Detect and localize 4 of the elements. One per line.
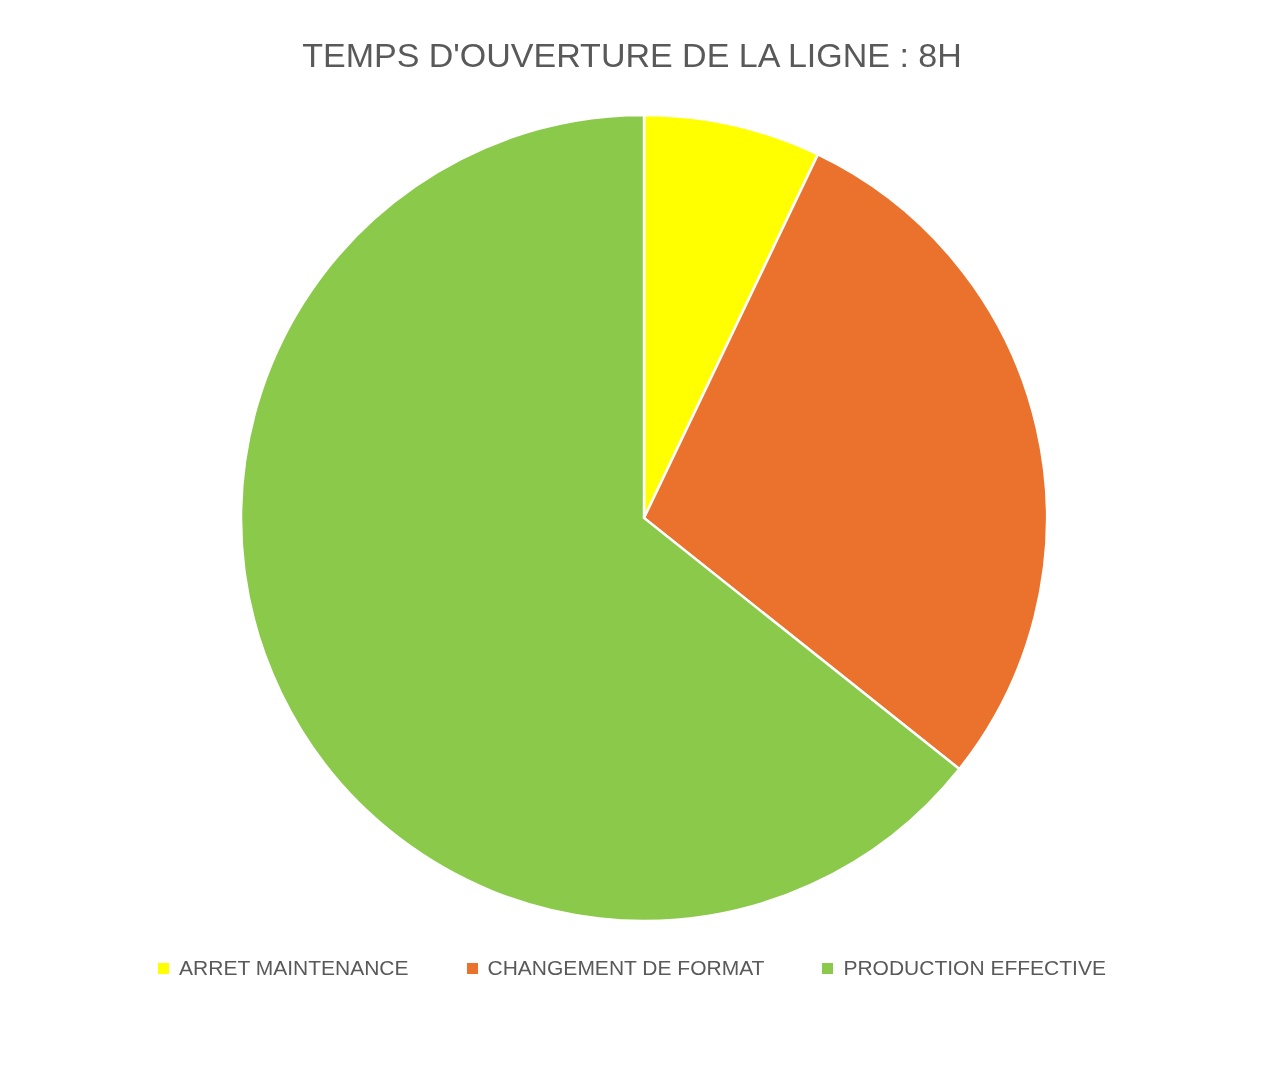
legend-label: CHANGEMENT DE FORMAT (487, 956, 765, 980)
legend-label: ARRET MAINTENANCE (179, 956, 409, 980)
legend-label: PRODUCTION EFFECTIVE (843, 956, 1106, 980)
chart-title: TEMPS D'OUVERTURE DE LA LIGNE : 8H (301, 36, 963, 75)
